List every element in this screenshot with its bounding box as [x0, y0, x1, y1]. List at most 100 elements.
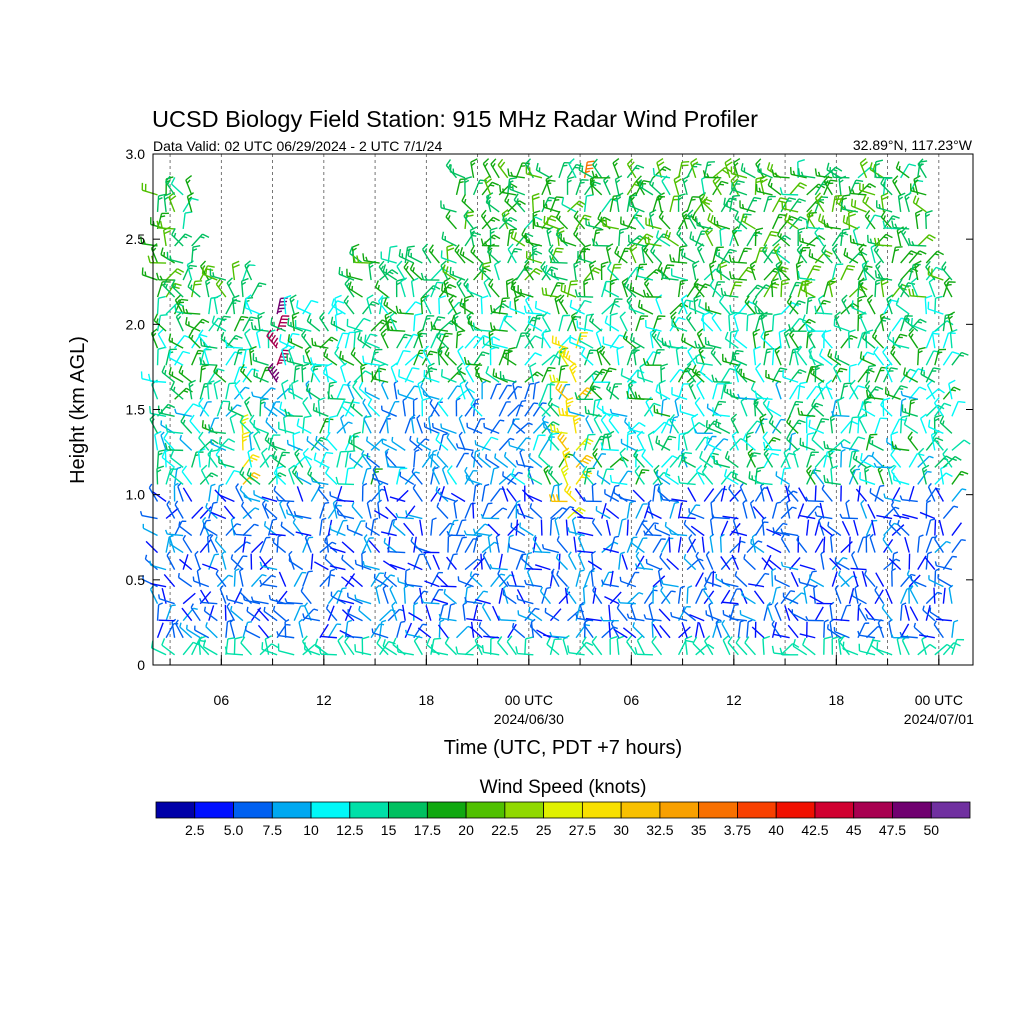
barb-staff [538, 456, 551, 468]
barb-staff [543, 469, 552, 485]
wind-barb [253, 430, 261, 451]
barb-feather [331, 336, 339, 342]
barb-feather [428, 366, 433, 371]
wind-barb [591, 238, 611, 247]
wind-barb [255, 328, 264, 349]
barb-feather [437, 397, 444, 404]
barb-feather [454, 319, 457, 325]
barb-staff [182, 554, 189, 570]
barb-feather [207, 533, 212, 538]
wind-barb [413, 449, 420, 468]
wind-barb [485, 454, 500, 468]
barb-feather [385, 315, 390, 320]
wind-barb [416, 414, 423, 434]
barb-staff [288, 390, 304, 400]
barb-feather [594, 267, 602, 272]
barb-staff [201, 345, 218, 349]
barb-staff [677, 587, 682, 604]
barb-staff [481, 234, 495, 247]
wind-barb [250, 321, 269, 332]
wind-barb [207, 448, 218, 468]
wind-barb [538, 398, 551, 417]
wind-barb [259, 643, 279, 656]
barb-feather [557, 340, 560, 346]
barb-feather [553, 424, 556, 432]
barb-feather [658, 196, 663, 201]
barb-feather [474, 573, 480, 576]
barb-feather [284, 408, 288, 417]
wind-barb [583, 278, 591, 298]
barb-staff [175, 623, 184, 639]
wind-barb [660, 270, 679, 281]
barb-staff [286, 601, 303, 605]
wind-barb [600, 414, 611, 434]
wind-barb [208, 424, 226, 435]
barb-staff [616, 607, 628, 622]
barb-staff [403, 587, 406, 604]
barb-feather [404, 333, 412, 337]
barb-staff [374, 577, 389, 588]
barb-feather [545, 203, 548, 209]
wind-barb [470, 158, 478, 178]
barb-feather [242, 435, 250, 439]
wind-barb [653, 405, 671, 417]
wind-barb [497, 158, 509, 179]
barb-feather [380, 265, 384, 271]
barb-staff [541, 384, 549, 400]
barb-feather [358, 381, 364, 389]
barb-feather [302, 396, 309, 404]
wind-barb [432, 598, 449, 605]
barb-feather [156, 318, 159, 323]
wind-barb [492, 368, 509, 383]
barb-staff [346, 635, 363, 639]
wind-barb [310, 486, 324, 502]
barb-feather [606, 247, 612, 252]
barb-feather [619, 447, 626, 454]
barb-staff [466, 533, 483, 537]
wind-barb [490, 158, 500, 179]
wind-barb [249, 345, 257, 366]
barb-feather [481, 644, 485, 653]
barb-staff [613, 492, 628, 503]
barb-feather [556, 570, 560, 576]
wind-barb [224, 339, 244, 349]
wind-barb [651, 635, 663, 656]
wind-barb [629, 282, 645, 298]
barb-feather [272, 605, 276, 611]
barb-staff [296, 306, 312, 315]
barb-feather [649, 177, 654, 185]
barb-staff [596, 474, 611, 486]
barb-feather [619, 334, 627, 339]
barb-feather [654, 483, 660, 487]
barb-feather [616, 192, 624, 197]
wind-barb [525, 294, 534, 315]
wind-barb [651, 329, 663, 349]
barb-staff [199, 589, 210, 605]
barb-staff [583, 434, 589, 451]
wind-barb [361, 333, 378, 349]
barb-feather [552, 258, 556, 263]
barb-staff [464, 587, 468, 604]
barb-feather [667, 231, 672, 240]
wind-barb [466, 618, 483, 622]
barb-staff [626, 641, 637, 656]
barb-feather [199, 338, 203, 346]
barb-feather [501, 300, 507, 303]
barb-feather [529, 382, 535, 385]
barb-staff [485, 372, 500, 383]
barb-feather [587, 409, 591, 415]
barb-feather [422, 243, 429, 250]
wind-barb [386, 462, 406, 469]
wind-barb [645, 558, 662, 571]
wind-barb [557, 431, 569, 451]
wind-barb [541, 287, 560, 298]
barb-feather [275, 376, 279, 381]
barb-staff [684, 638, 688, 655]
barb-feather [603, 282, 607, 290]
barb-staff [261, 503, 270, 519]
barb-staff [362, 402, 372, 417]
barb-feather [158, 449, 166, 453]
wind-barb [213, 294, 222, 315]
barb-staff [408, 612, 423, 622]
wind-barb [385, 414, 391, 434]
